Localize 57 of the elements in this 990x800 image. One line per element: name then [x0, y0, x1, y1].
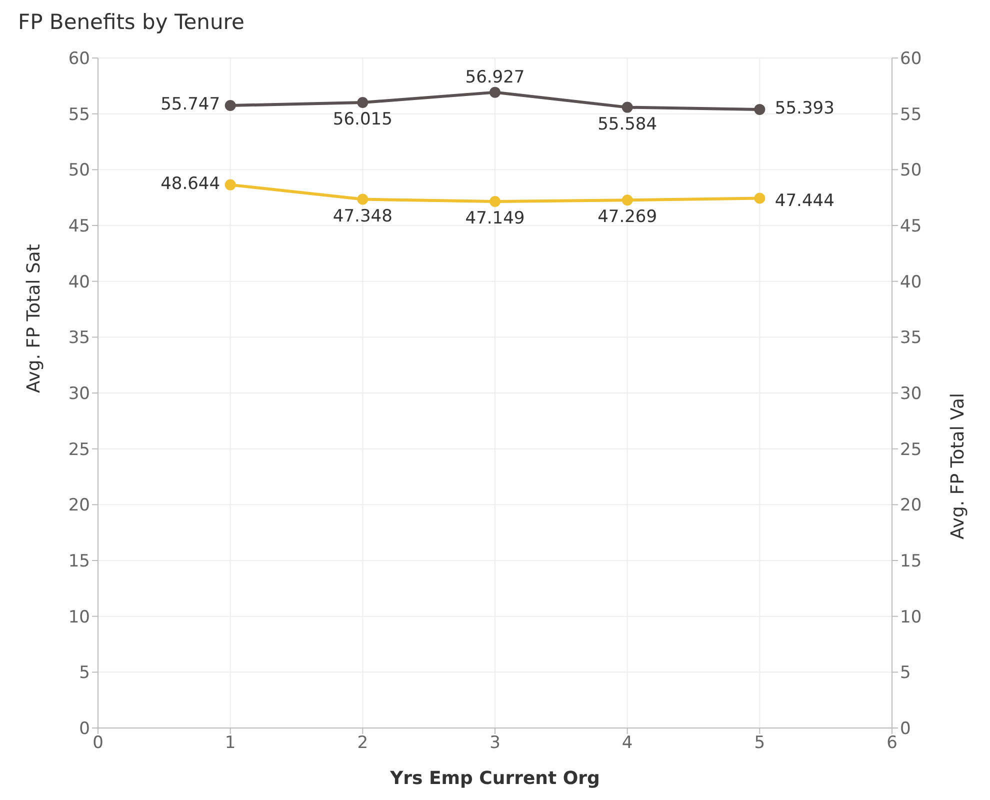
x-tick-label: 4	[622, 733, 633, 754]
y-tick-label: 50	[68, 160, 90, 181]
point	[224, 179, 236, 190]
data-label: 47.444	[774, 191, 834, 212]
x-tick-label: 1	[224, 733, 236, 754]
y-tick-label: 15	[68, 552, 90, 572]
data-label: 47.348	[332, 206, 392, 226]
x-tick-label: 6	[886, 733, 898, 754]
data-label: 47.149	[465, 208, 525, 229]
y2-tick-label: 50	[900, 160, 922, 181]
y-tick-label: 20	[68, 496, 90, 516]
point	[357, 194, 368, 205]
y-tick-label: 25	[68, 440, 90, 460]
data-label: 55.747	[160, 94, 220, 114]
y2-tick-label: 10	[900, 607, 922, 628]
y2-axis-title: Avg. FP Total Val	[947, 393, 968, 540]
y2-tick-label: 15	[900, 552, 922, 572]
x-tick-label: 0	[92, 733, 104, 754]
x-axis-title: Yrs Emp Current Org	[389, 768, 600, 789]
data-label: 55.584	[598, 114, 658, 134]
x-tick-label: 5	[754, 733, 766, 754]
x-tick-label: 3	[490, 733, 500, 754]
y-tick-label: 35	[68, 328, 90, 348]
y2-tick-label: 55	[900, 104, 922, 125]
point	[357, 97, 368, 108]
y-tick-label: 55	[68, 104, 90, 125]
y2-tick-label: 25	[900, 440, 922, 460]
point	[622, 194, 633, 206]
y-tick-label: 0	[79, 719, 90, 740]
y2-tick-label: 60	[900, 49, 922, 70]
y-tick-label: 30	[68, 384, 90, 404]
y-tick-label: 10	[68, 607, 90, 628]
data-label: 56.015	[332, 110, 392, 130]
point	[754, 104, 766, 115]
y-tick-label: 40	[68, 272, 90, 292]
x-tick-label: 2	[357, 733, 368, 754]
point	[754, 192, 766, 204]
y2-tick-label: 5	[900, 663, 911, 684]
y2-tick-label: 20	[900, 496, 922, 516]
y2-tick-label: 45	[900, 216, 922, 237]
chart-title: FP Benefits by Tenure	[17, 9, 246, 36]
data-label: 56.927	[465, 67, 525, 88]
point	[224, 100, 236, 111]
data-label: 55.393	[774, 98, 834, 118]
y-tick-label: 45	[68, 216, 90, 237]
point	[490, 86, 500, 98]
y2-tick-label: 0	[900, 719, 911, 740]
y-tick-label: 5	[79, 663, 90, 684]
point	[622, 102, 633, 113]
y-axis-title: Avg. FP Total Sat	[23, 244, 44, 393]
data-label: 48.644	[160, 174, 220, 194]
y-tick-label: 60	[68, 49, 90, 70]
y2-tick-label: 30	[900, 384, 922, 404]
y2-tick-label: 40	[900, 272, 922, 292]
point	[490, 196, 500, 208]
data-label: 47.269	[598, 207, 658, 228]
y2-tick-label: 35	[900, 328, 922, 348]
